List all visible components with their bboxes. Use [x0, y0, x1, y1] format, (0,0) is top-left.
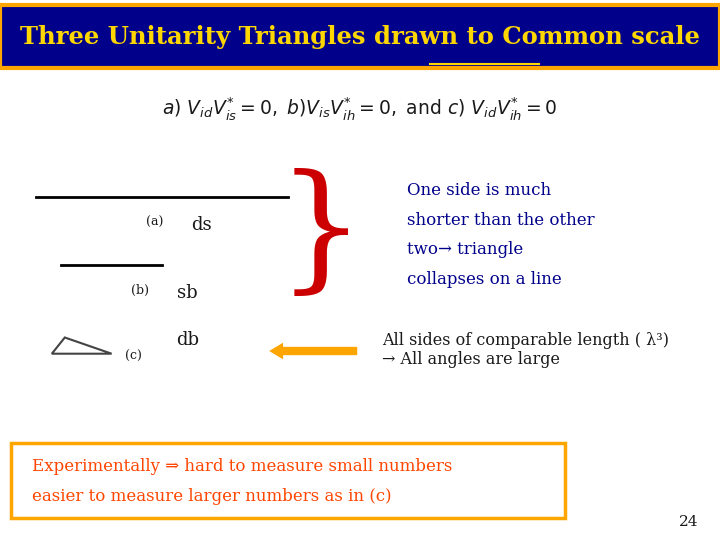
Text: ds: ds [192, 216, 212, 234]
Text: }: } [276, 168, 364, 302]
Text: shorter than the other: shorter than the other [407, 212, 595, 228]
Text: Three Unitarity Triangles drawn to Common scale: Three Unitarity Triangles drawn to Commo… [20, 25, 700, 49]
Text: two→ triangle: two→ triangle [407, 241, 523, 258]
Text: (a): (a) [146, 216, 163, 229]
Text: (b): (b) [131, 284, 150, 296]
Text: easier to measure larger numbers as in (c): easier to measure larger numbers as in (… [32, 488, 392, 504]
Text: Experimentally ⇒ hard to measure small numbers: Experimentally ⇒ hard to measure small n… [32, 458, 453, 475]
Text: (c): (c) [125, 350, 142, 363]
Text: One side is much: One side is much [407, 182, 551, 199]
Text: All sides of comparable length ( λ³): All sides of comparable length ( λ³) [382, 332, 669, 349]
Text: 24: 24 [679, 515, 698, 529]
Text: → All angles are large: → All angles are large [382, 350, 559, 368]
Text: db: db [176, 331, 199, 349]
FancyBboxPatch shape [11, 443, 565, 518]
Text: collapses on a line: collapses on a line [407, 271, 562, 288]
FancyBboxPatch shape [0, 5, 720, 68]
FancyArrowPatch shape [269, 343, 357, 359]
Text: $a)\ V_{id}V_{is}^{*} = 0,\ b)V_{is}V_{ih}^{*} = 0,\ \mathrm{and}\ c)\ V_{id}V_{: $a)\ V_{id}V_{is}^{*} = 0,\ b)V_{is}V_{i… [163, 94, 557, 122]
Text: sb: sb [177, 284, 197, 301]
